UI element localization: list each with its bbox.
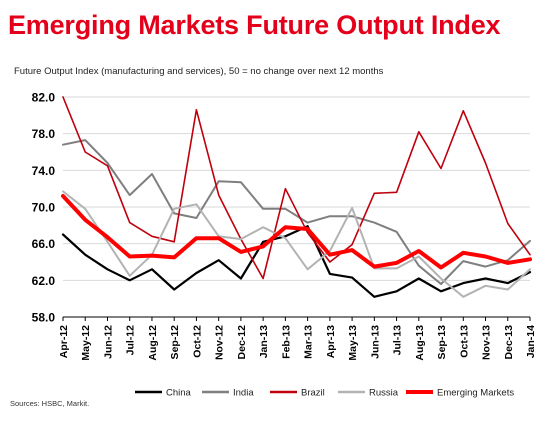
x-tick-label: Feb-13 <box>280 325 292 359</box>
y-tick-label: 82.0 <box>32 91 56 105</box>
x-tick-label: Oct-12 <box>191 325 203 358</box>
x-tick-label: Nov-13 <box>481 325 493 360</box>
y-tick-label: 78.0 <box>32 127 56 141</box>
legend-label: China <box>166 388 192 399</box>
x-tick-label: Apr-13 <box>325 325 337 358</box>
y-tick-label: 62.0 <box>32 274 56 288</box>
x-tick-label: Dec-13 <box>503 325 515 360</box>
x-tick-label: Sep-12 <box>169 325 181 360</box>
source-note: Sources: HSBC, Markit. <box>10 399 90 408</box>
series-line-emerging-markets <box>61 194 532 270</box>
series-lines <box>61 96 532 298</box>
x-tick-label: Nov-12 <box>214 325 226 360</box>
series-line-china <box>61 225 532 298</box>
x-tick-label: Dec-12 <box>236 325 248 360</box>
x-tick-label: Oct-13 <box>458 325 470 358</box>
y-tick-label: 66.0 <box>32 237 56 251</box>
legend-label: Emerging Markets <box>437 388 514 399</box>
series-line-russia <box>62 190 531 298</box>
series-line-brazil <box>62 96 531 280</box>
x-tick-label: Mar-13 <box>303 325 315 359</box>
y-tick-label: 74.0 <box>32 164 56 178</box>
legend-label: Brazil <box>301 388 325 399</box>
x-tick-label: Aug-12 <box>147 325 159 361</box>
y-axis: 82.0 78.0 74.0 70.0 66.0 62.0 58.0 <box>32 91 56 325</box>
x-tick-label: Jun-13 <box>369 325 381 359</box>
series-line-india <box>62 139 531 285</box>
legend: China India Brazil Russia Emerging Markets <box>135 388 514 399</box>
legend-label: Russia <box>369 388 399 399</box>
x-tick-label: May-13 <box>347 325 359 361</box>
x-tick-label: Apr-12 <box>58 325 70 358</box>
x-tick-label: Aug-13 <box>414 325 426 361</box>
x-tick-label: Jul-12 <box>125 325 137 356</box>
legend-label: India <box>233 388 254 399</box>
x-tick-label: Sep-13 <box>436 325 448 360</box>
x-tick-label: Jul-13 <box>392 325 404 356</box>
chart-title: Emerging Markets Future Output Index <box>8 10 501 40</box>
x-tick-label: May-12 <box>80 325 92 361</box>
x-tick-label: Jan-13 <box>258 325 270 358</box>
x-tick-label: Jun-12 <box>102 325 114 359</box>
chart-subtitle: Future Output Index (manufacturing and s… <box>14 66 384 77</box>
y-tick-label: 58.0 <box>32 311 56 325</box>
x-axis: Apr-12 May-12 Jun-12 Jul-12 Aug-12 Sep-12 Oct-… <box>58 316 537 361</box>
x-tick-label: Jan-14 <box>525 325 537 358</box>
y-tick-label: 70.0 <box>32 201 56 215</box>
